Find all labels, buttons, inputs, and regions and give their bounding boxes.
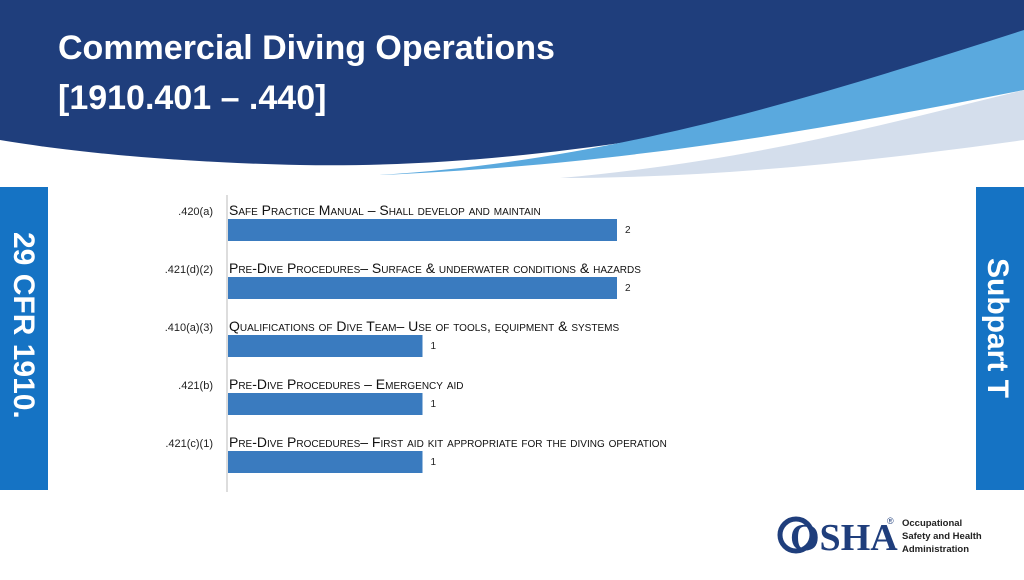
header-wave: [380, 30, 1024, 175]
value-label: 2: [625, 283, 631, 294]
header-wave-light: [560, 90, 1024, 178]
category-label: .421(d)(2): [165, 264, 213, 276]
bar-description: Qualifications of Dive Team– Use of tool…: [229, 318, 619, 334]
bar-description: Pre-Dive Procedures– Surface & underwate…: [229, 260, 641, 276]
bar-description: Safe Practice Manual – Shall develop and…: [229, 202, 541, 218]
value-label: 2: [625, 225, 631, 236]
value-label: 1: [431, 457, 437, 468]
bar: [228, 277, 617, 299]
side-box: [976, 187, 1024, 490]
side-box: [0, 187, 48, 490]
logo-registered: ®: [887, 516, 894, 526]
logo-text: Administration: [902, 544, 969, 555]
category-label: .421(c)(1): [165, 438, 213, 450]
title: [1910.401 – .440]: [58, 79, 326, 117]
category-label: .421(b): [178, 380, 213, 392]
bar: [228, 219, 617, 241]
value-label: 1: [431, 341, 437, 352]
side-label: 29 CFR 1910.: [7, 232, 40, 419]
side-label: Subpart T: [981, 258, 1014, 398]
bar: [228, 335, 423, 357]
title: Commercial Diving Operations: [58, 29, 555, 67]
bar: [228, 393, 423, 415]
bar-description: Pre-Dive Procedures– First aid kit appro…: [229, 434, 667, 450]
logo-mark: OSHA: [790, 517, 898, 559]
bar: [228, 451, 423, 473]
logo-ring: [777, 516, 815, 554]
bar-description: Pre-Dive Procedures – Emergency aid: [229, 376, 464, 392]
logo-text: Occupational: [902, 518, 962, 529]
value-label: 1: [431, 399, 437, 410]
category-label: .420(a): [178, 206, 213, 218]
logo-text: Safety and Health: [902, 531, 982, 542]
category-label: .410(a)(3): [165, 322, 213, 334]
header-band: [0, 0, 1024, 166]
